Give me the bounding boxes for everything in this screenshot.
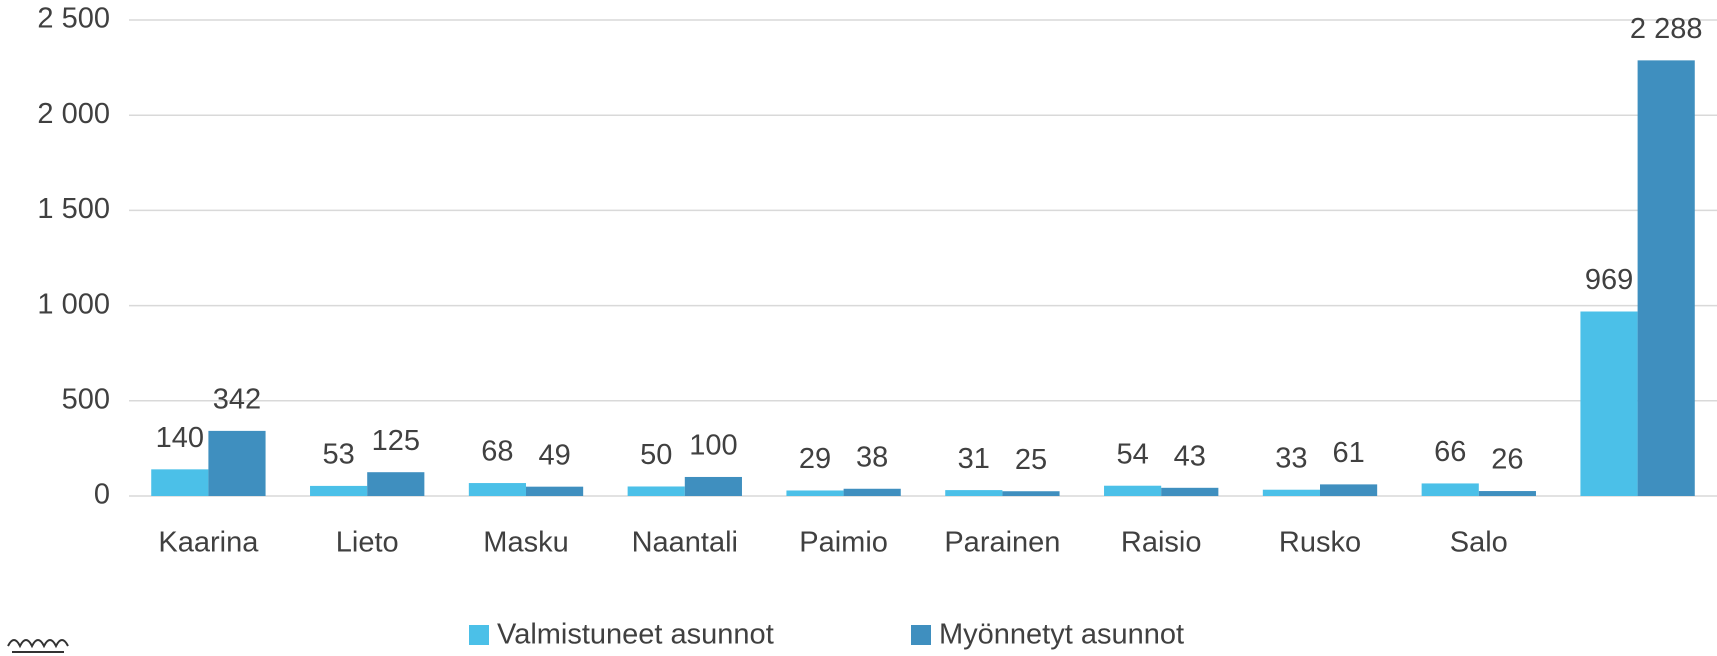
data-label: 68 [481,436,513,468]
data-label: 38 [856,441,888,473]
y-tick-label: 0 [94,479,110,511]
data-label: 26 [1491,444,1523,476]
data-label: 100 [689,430,737,462]
bar [526,486,584,496]
x-tick-label: Kaarina [158,527,259,559]
legend-swatch [469,625,489,645]
bar [1104,485,1162,496]
data-label: 25 [1015,444,1047,476]
y-tick-label: 2 500 [37,3,110,35]
logo [7,639,69,653]
data-label: 53 [322,439,354,471]
bar [684,476,742,496]
legend-label: Valmistuneet asunnot [497,619,774,651]
legend-swatch [911,625,931,645]
x-tick-label: Naantali [632,527,738,559]
y-tick-label: 1 500 [37,193,110,225]
x-tick-label: Rusko [1279,527,1361,559]
data-label: 342 [213,384,261,416]
data-label: 54 [1116,438,1148,470]
data-label: 125 [372,425,420,457]
data-label: 31 [958,443,990,475]
x-tick-label: Parainen [944,527,1060,559]
x-tick-label: Lieto [336,527,399,559]
data-label: 969 [1585,264,1633,296]
data-label: 140 [156,422,204,454]
data-label: 29 [799,443,831,475]
bar [843,488,901,496]
bar [1421,483,1479,496]
y-tick-label: 500 [62,383,110,415]
bar [367,472,425,496]
bar [151,469,209,496]
bar [468,483,526,496]
x-tick-label: Raisio [1121,527,1202,559]
bar [627,486,685,496]
x-tick-label: Salo [1450,527,1508,559]
x-tick-label: Paimio [799,527,888,559]
y-tick-label: 2 000 [37,98,110,130]
bar [945,490,1003,496]
data-label: 49 [538,439,570,471]
bar [1002,491,1060,496]
bar [786,490,844,496]
bar [1478,491,1536,496]
data-label: 50 [640,439,672,471]
bar [1580,311,1638,496]
legend-label: Myönnetyt asunnot [939,619,1184,651]
bar [310,485,368,496]
bar [208,430,266,496]
data-label: 2 288 [1630,13,1703,45]
y-tick-label: 1 000 [37,288,110,320]
bar [1637,60,1695,496]
data-label: 66 [1434,436,1466,468]
x-tick-label: Masku [483,527,568,559]
data-label: 43 [1174,440,1206,472]
bar [1161,487,1219,496]
data-label: 33 [1275,442,1307,474]
bar [1262,489,1320,496]
bar [1320,484,1378,496]
data-label: 61 [1332,437,1364,469]
